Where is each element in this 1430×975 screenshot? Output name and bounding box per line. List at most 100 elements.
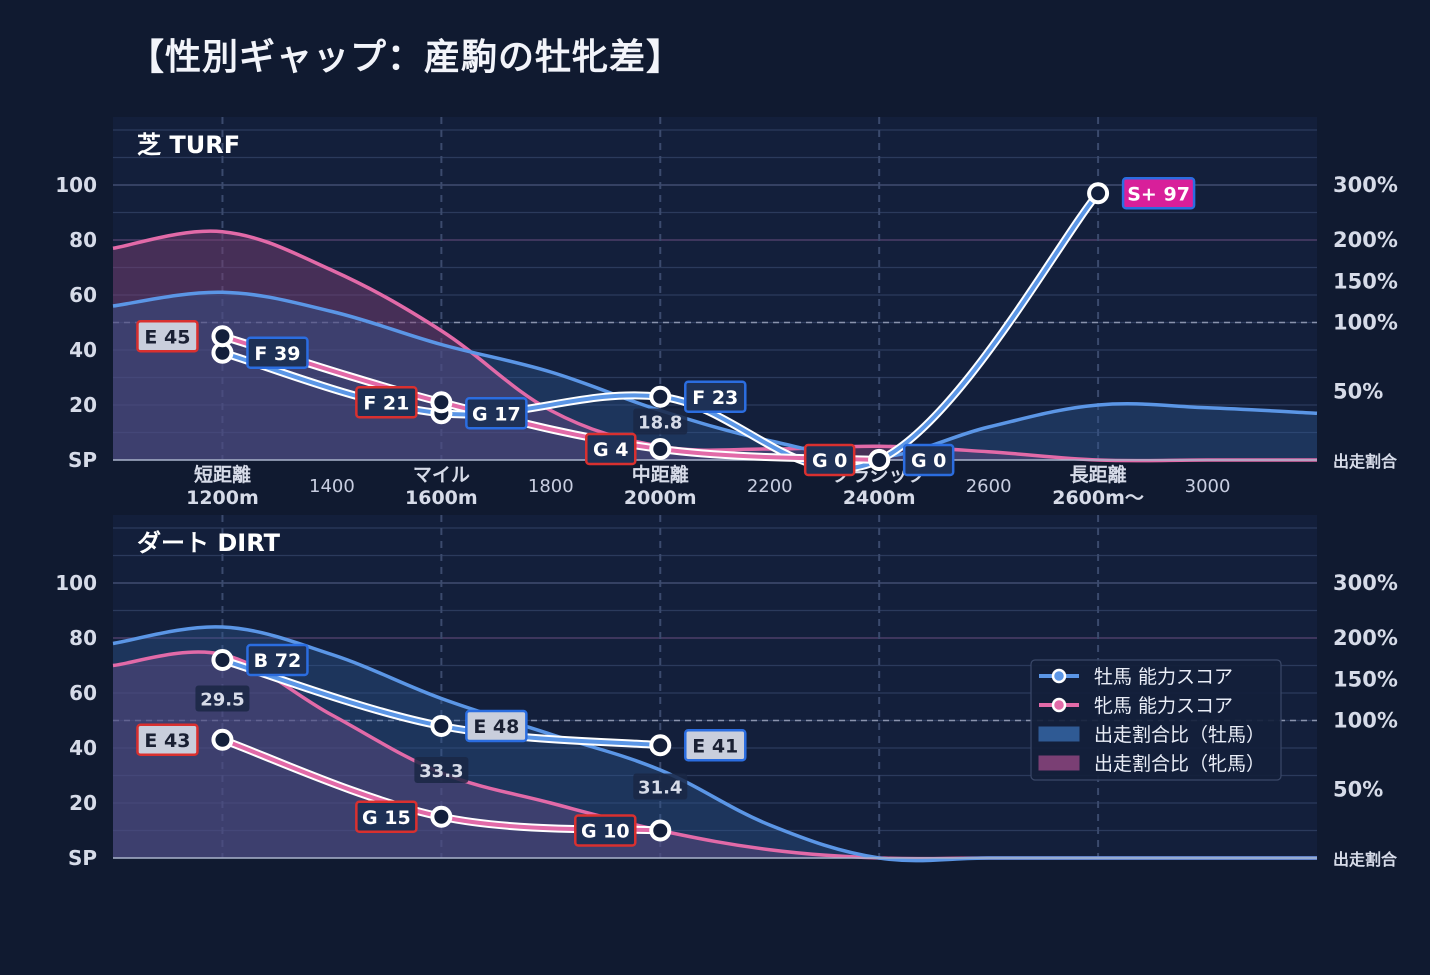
y-tick-label: 100 [55, 173, 97, 197]
y2-tick-label: 100% [1333, 311, 1398, 335]
score-label: G 17 [472, 403, 521, 425]
ratio-line-male [112, 290, 1318, 460]
chart-title: 【性別ギャップ：産駒の牡牝差】 [128, 37, 684, 78]
score-label: S+ 97 [1127, 183, 1190, 205]
score-label-box [684, 729, 747, 762]
data-point [211, 728, 234, 751]
category-distance: 2400m [843, 487, 916, 509]
legend-box [1030, 659, 1282, 781]
category-distance: 2000m [624, 487, 697, 509]
score-label-box [136, 723, 199, 756]
y-tick-label: 20 [69, 791, 97, 815]
score-label-box [465, 709, 528, 743]
score-label: E 48 [473, 716, 519, 738]
legend-label: 出走割合比（牝馬） [1094, 753, 1265, 775]
legend-label: 牡馬 能力スコア [1094, 666, 1233, 688]
panel-title: ダート DIRT [137, 529, 281, 557]
category-distance: 2600m〜 [1052, 487, 1144, 509]
y2-tick-label: 出走割合 [1333, 850, 1398, 869]
score-label: E 45 [144, 326, 190, 348]
turf-panel: 芝 TURF 100 80 60 40 20 SP 300% 200% 150% 100% 50% 出走… [55, 117, 1398, 509]
y2-tick-label: 50% [1333, 379, 1383, 403]
y2-tick-label: 200% [1333, 626, 1398, 650]
distance-tick: 1400 [309, 476, 355, 497]
score-label: G 0 [812, 450, 847, 472]
y2-tick-label: 300% [1333, 571, 1398, 595]
data-point [649, 385, 672, 408]
data-point [430, 391, 453, 414]
y2-tick-label: 100% [1333, 709, 1398, 733]
data-point [649, 734, 672, 757]
distance-tick: 3000 [1185, 476, 1231, 497]
y-tick-label: 80 [69, 228, 97, 252]
category-name: 長距離 [1070, 463, 1127, 486]
data-point [868, 449, 891, 471]
data-point [430, 805, 453, 828]
y2-tick-label: 150% [1333, 269, 1398, 293]
y-tick-label: SP [68, 448, 97, 472]
data-point [649, 819, 672, 842]
score-label: F 21 [363, 392, 409, 414]
y-tick-label: 20 [69, 393, 97, 417]
score-label-box [585, 432, 637, 466]
y-tick-label: 100 [55, 571, 97, 595]
panel-title: 芝 TURF [137, 131, 240, 159]
category-distance: 1200m [186, 487, 259, 509]
data-point [1087, 182, 1110, 205]
distance-tick: 2600 [966, 476, 1012, 497]
legend-marker [1051, 668, 1067, 684]
y-tick-label: 60 [69, 681, 97, 705]
series-line [220, 334, 882, 462]
ratio-value: 31.4 [638, 778, 682, 799]
y2-tick-label: 50% [1333, 777, 1383, 801]
score-label-box [246, 643, 309, 677]
score-label-box [465, 397, 528, 430]
y-tick-label: 40 [69, 736, 97, 760]
score-label: G 15 [362, 807, 411, 829]
y-tick-label: 40 [69, 338, 97, 362]
data-point [430, 715, 453, 737]
score-label: F 23 [692, 387, 738, 409]
data-point [211, 325, 234, 348]
legend-label: 牝馬 能力スコア [1094, 695, 1233, 717]
y-tick-label: SP [68, 846, 97, 870]
y2-tick-label: 150% [1333, 667, 1398, 691]
y2-tick-label: 300% [1333, 173, 1398, 197]
category-name: 短距離 [194, 463, 251, 486]
category-name: マイル [413, 464, 470, 486]
y2-tick-label: 出走割合 [1333, 452, 1398, 471]
distance-tick: 2200 [747, 476, 793, 497]
y-tick-label: 60 [69, 283, 97, 307]
ratio-value-box [633, 408, 688, 435]
ratio-value-box [195, 685, 250, 712]
score-label-box [1121, 177, 1196, 210]
legend-marker [1051, 697, 1067, 713]
score-label: E 43 [144, 730, 190, 752]
y2-tick-label: 200% [1333, 228, 1398, 252]
score-label: G 10 [581, 821, 630, 843]
score-label-box [355, 800, 418, 833]
score-label-box [355, 386, 418, 419]
ratio-value: 29.5 [200, 690, 244, 711]
data-point [649, 438, 672, 460]
distance-tick: 1800 [528, 476, 574, 497]
data-point [211, 649, 234, 671]
legend-swatch [1038, 726, 1080, 742]
y-tick-label: 80 [69, 626, 97, 650]
category-distance: 1600m [405, 487, 478, 509]
score-label: E 41 [692, 735, 738, 757]
score-label-box [246, 336, 309, 369]
ratio-value-box [414, 757, 469, 783]
score-label: F 39 [254, 343, 300, 365]
score-label-box [902, 443, 955, 477]
score-label-box [136, 320, 199, 353]
score-label-box [803, 443, 856, 477]
score-label: G 0 [911, 450, 946, 472]
ratio-value-box [633, 773, 688, 800]
score-label-box [684, 380, 747, 413]
score-label-box [574, 814, 637, 847]
legend-swatch [1038, 755, 1080, 771]
ratio-value: 33.3 [419, 761, 463, 782]
